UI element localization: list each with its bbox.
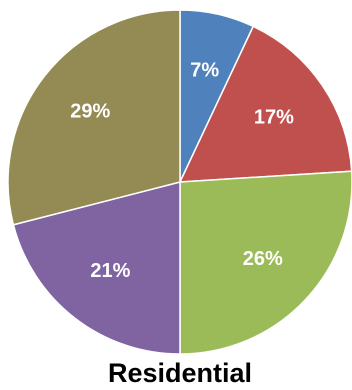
pie-slice-3 [179, 170, 352, 355]
pie-slices [7, 9, 352, 355]
pie-slice-label-4: 21% [90, 260, 130, 282]
pie-slice-2 [178, 25, 352, 183]
chart-title: Residential [108, 358, 252, 388]
pie-slice-label-2: 17% [254, 106, 294, 128]
pie-labels: 7% 17% 26% 21% 29% [70, 59, 294, 281]
pie-slice-label-1: 7% [190, 59, 219, 81]
pie-slice-label-5: 29% [70, 101, 110, 123]
pie-slice-label-3: 26% [243, 248, 283, 270]
pie-slice-5 [7, 9, 181, 226]
pie-slice-4 [12, 181, 181, 355]
